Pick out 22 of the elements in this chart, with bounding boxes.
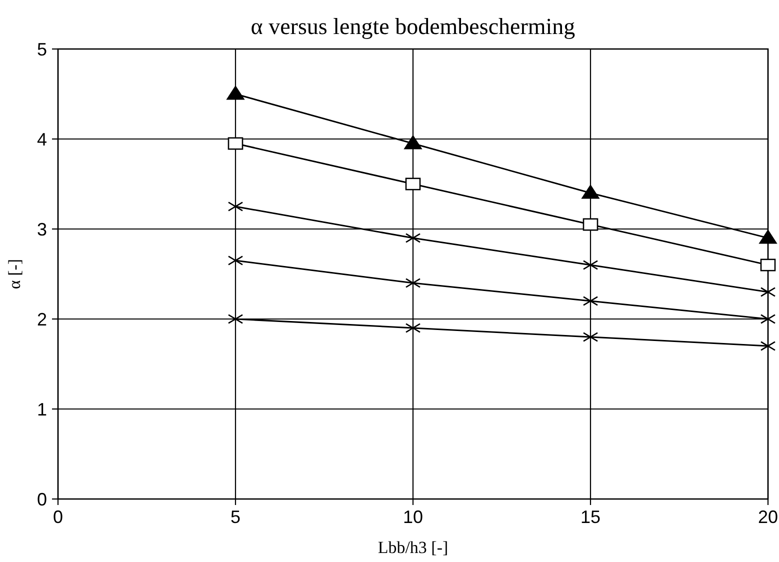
y-axis-title: α [-] [5,258,24,290]
point [226,86,244,100]
chart-title: α versus lengte bodembescherming [250,14,576,39]
point [760,258,776,272]
y-tick-label: 4 [36,129,47,150]
x-tick-label: 15 [580,507,601,527]
y-tick-label: 1 [36,399,47,420]
x-tick-label: 20 [758,507,778,527]
point [228,137,244,150]
point [759,230,777,244]
x-tick-label: 5 [230,507,241,527]
y-tick-label: 3 [36,219,47,240]
x-tick-label: 0 [52,507,64,527]
point [582,184,600,199]
point [405,178,421,190]
y-tick-label: 5 [36,39,47,60]
x-tick-label: 10 [402,507,424,527]
point [582,218,598,231]
point [404,135,422,150]
x-axis-title: Lbb/h3 [-] [378,538,448,557]
y-tick-label: 0 [36,489,47,510]
y-tick-label: 2 [36,309,47,330]
